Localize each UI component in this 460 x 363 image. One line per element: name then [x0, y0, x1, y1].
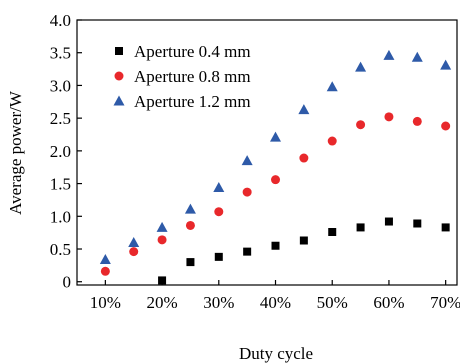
data-point-circle	[271, 175, 281, 185]
data-point-triangle	[99, 253, 111, 264]
y-axis: 0 0.5 1.0 1.5 2.0 2.5 3.0 3.5 4.0	[50, 11, 82, 292]
data-point-circle	[242, 187, 252, 197]
data-point-square	[299, 236, 308, 245]
x-axis-label: Duty cycle	[239, 344, 313, 363]
data-point-circle	[185, 220, 195, 230]
data-point-circle	[412, 116, 422, 126]
data-point-circle	[157, 235, 167, 245]
plot-frame	[76, 19, 458, 286]
y-tick-label: 1.0	[50, 207, 71, 226]
legend-marker-square	[115, 47, 123, 55]
data-point-square	[384, 217, 393, 226]
data-point-circle	[299, 153, 309, 163]
data-point-square	[328, 228, 337, 236]
x-tick-label: 20%	[146, 293, 177, 312]
legend-label: Aperture 0.8 mm	[134, 67, 251, 86]
data-point-triangle	[241, 155, 253, 166]
data-point-square	[186, 258, 195, 267]
plot-border	[76, 19, 458, 286]
data-point-square	[243, 247, 252, 256]
x-tick-label: 10%	[90, 293, 121, 312]
data-point-circle	[356, 120, 366, 130]
data-point-triangle	[440, 59, 452, 70]
data-point-circle	[384, 112, 394, 122]
y-tick-label: 1.5	[50, 175, 71, 194]
x-tick-label: 70%	[430, 293, 460, 312]
y-tick-label: 3.5	[50, 44, 71, 63]
data-point-triangle	[270, 131, 282, 142]
data-point-square	[413, 219, 422, 228]
x-tick-label: 60%	[373, 293, 404, 312]
x-tick-label: 50%	[317, 293, 348, 312]
x-tick-label: 40%	[260, 293, 291, 312]
data-point-triangle	[298, 104, 310, 115]
data-point-triangle	[411, 51, 423, 62]
y-tick-label: 2.5	[50, 109, 71, 128]
y-axis-label: Average power/W	[6, 90, 25, 215]
legend: Aperture 0.4 mm Aperture 0.8 mm Aperture 1…	[113, 42, 251, 111]
data-point-circle	[129, 247, 139, 257]
data-point-triangle	[128, 236, 140, 247]
legend-label: Aperture 1.2 mm	[134, 92, 251, 111]
data-point-square	[214, 252, 223, 261]
data-point-square	[356, 223, 365, 232]
y-tick-label: 0	[63, 273, 72, 292]
legend-marker-circle	[114, 71, 124, 81]
data-point-triangle	[383, 49, 395, 60]
data-point-circle	[441, 121, 451, 131]
data-point-square	[441, 223, 450, 232]
data-point-triangle	[326, 81, 338, 92]
y-tick-label: 3.0	[50, 76, 71, 95]
data-point-triangle	[213, 182, 225, 193]
data-point-square	[271, 241, 280, 250]
x-axis: 10% 20% 30% 40% 50% 60% 70%	[90, 280, 460, 312]
data-point-circle	[100, 266, 110, 276]
y-tick-label: 4.0	[50, 11, 71, 30]
data-point-triangle	[184, 203, 196, 214]
data-point-circle	[214, 207, 224, 217]
x-tick-label: 30%	[203, 293, 234, 312]
y-tick-label: 0.5	[50, 240, 71, 259]
data-point-circle	[327, 136, 337, 146]
data-points	[99, 49, 452, 285]
data-point-square	[158, 276, 167, 285]
data-point-triangle	[156, 221, 168, 232]
data-point-triangle	[355, 61, 367, 72]
legend-marker-triangle	[113, 95, 125, 106]
y-tick-label: 2.0	[50, 142, 71, 161]
legend-label: Aperture 0.4 mm	[134, 42, 251, 61]
